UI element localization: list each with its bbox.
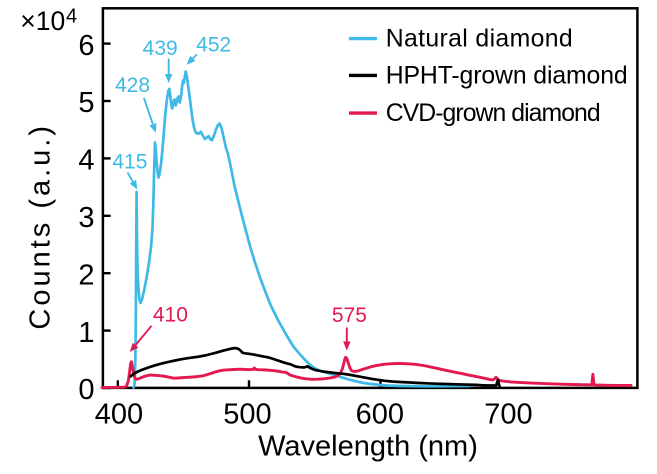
svg-text:CVD-grown diamond: CVD-grown diamond — [386, 100, 601, 127]
svg-text:Counts (a.u.): Counts (a.u.) — [25, 123, 57, 330]
svg-text:452: 452 — [196, 34, 231, 57]
svg-text:410: 410 — [153, 304, 188, 327]
svg-text:600: 600 — [356, 399, 404, 431]
svg-text:500: 500 — [223, 399, 271, 431]
svg-text:1: 1 — [78, 317, 94, 349]
svg-text:4: 4 — [66, 5, 77, 27]
svg-text:×10: ×10 — [20, 6, 65, 36]
svg-text:415: 415 — [112, 151, 147, 174]
svg-text:3: 3 — [78, 202, 94, 234]
svg-text:6: 6 — [78, 30, 94, 62]
svg-text:2: 2 — [78, 259, 94, 291]
svg-text:700: 700 — [484, 399, 532, 431]
svg-text:5: 5 — [78, 87, 94, 119]
svg-text:575: 575 — [332, 304, 367, 327]
svg-text:4: 4 — [78, 145, 94, 177]
svg-text:Wavelength (nm): Wavelength (nm) — [258, 431, 478, 463]
svg-text:428: 428 — [115, 74, 150, 97]
svg-text:HPHT-grown diamond: HPHT-grown diamond — [386, 63, 628, 90]
svg-text:400: 400 — [95, 399, 143, 431]
svg-text:439: 439 — [143, 37, 178, 60]
svg-text:Natural diamond: Natural diamond — [386, 26, 573, 53]
svg-text:0: 0 — [78, 374, 94, 406]
